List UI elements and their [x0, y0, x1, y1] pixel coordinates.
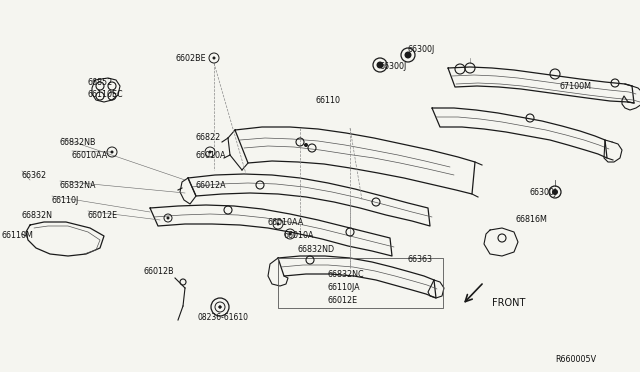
Text: 66010AA: 66010AA: [72, 151, 108, 160]
Circle shape: [218, 305, 221, 308]
Circle shape: [276, 222, 280, 225]
Text: 66300J: 66300J: [408, 45, 435, 54]
Text: 66852: 66852: [88, 78, 113, 87]
Text: 66832N: 66832N: [22, 211, 53, 220]
Text: R660005V: R660005V: [555, 355, 596, 364]
Text: 66012E: 66012E: [327, 296, 357, 305]
Text: 66110J: 66110J: [52, 196, 79, 205]
Text: 66110M: 66110M: [2, 231, 34, 240]
Circle shape: [209, 151, 211, 154]
Text: 66010AA: 66010AA: [268, 218, 304, 227]
Text: 66363: 66363: [408, 255, 433, 264]
Text: 66110: 66110: [315, 96, 340, 105]
Text: 66010A: 66010A: [283, 231, 314, 240]
Text: 66832NA: 66832NA: [60, 181, 97, 190]
Text: 66300J: 66300J: [380, 62, 407, 71]
Circle shape: [376, 61, 383, 68]
Text: 66012A: 66012A: [195, 181, 226, 190]
Text: 67100M: 67100M: [560, 82, 592, 91]
Text: 66110EC: 66110EC: [88, 90, 124, 99]
Circle shape: [404, 51, 412, 58]
Text: 66010A: 66010A: [195, 151, 225, 160]
Circle shape: [552, 189, 558, 195]
Circle shape: [218, 305, 221, 308]
Text: 08236-61610: 08236-61610: [197, 313, 248, 322]
Text: 66110JA: 66110JA: [327, 283, 360, 292]
Text: 66832ND: 66832ND: [297, 245, 334, 254]
Text: 66012E: 66012E: [88, 211, 118, 220]
Circle shape: [111, 151, 113, 154]
Text: 66362: 66362: [22, 171, 47, 180]
Circle shape: [212, 57, 216, 60]
Circle shape: [289, 232, 291, 235]
Circle shape: [166, 217, 170, 219]
Text: 66822: 66822: [195, 133, 220, 142]
Text: FRONT: FRONT: [492, 298, 525, 308]
Text: 66832NC: 66832NC: [327, 270, 364, 279]
Text: 66816M: 66816M: [515, 215, 547, 224]
Text: 66832NB: 66832NB: [60, 138, 97, 147]
Text: 6602BE: 6602BE: [175, 54, 205, 63]
Circle shape: [304, 143, 308, 147]
Text: 66012B: 66012B: [143, 267, 173, 276]
Text: 66300J: 66300J: [530, 188, 557, 197]
